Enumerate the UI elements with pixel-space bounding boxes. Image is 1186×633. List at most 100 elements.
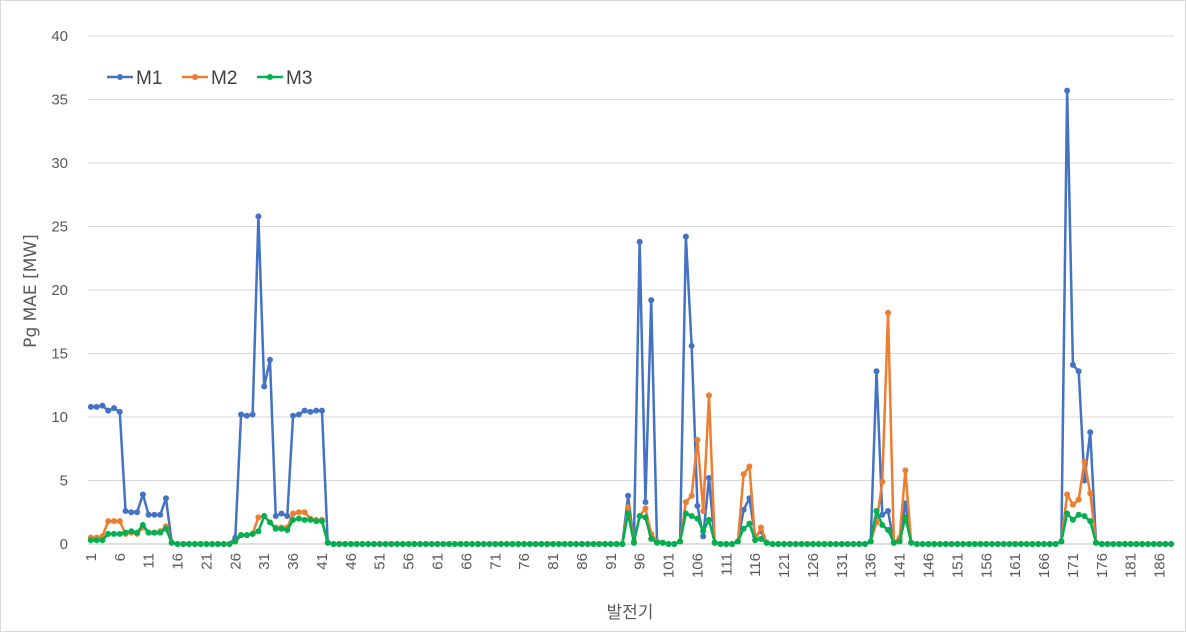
data-point xyxy=(318,518,325,525)
data-point xyxy=(99,402,106,409)
data-point xyxy=(359,541,366,547)
data-point xyxy=(249,530,256,537)
data-point xyxy=(313,407,320,414)
data-point xyxy=(422,541,429,547)
data-point xyxy=(451,541,458,547)
x-tick-label: 51 xyxy=(372,553,389,570)
data-point xyxy=(509,541,516,547)
data-point xyxy=(763,539,770,546)
data-point xyxy=(879,478,886,485)
data-point xyxy=(602,541,609,547)
data-point xyxy=(1075,511,1082,518)
series-line-m1 xyxy=(90,89,1172,546)
data-point xyxy=(648,297,655,304)
data-point xyxy=(1093,539,1100,546)
data-point xyxy=(278,525,285,532)
x-tick-label: 21 xyxy=(198,553,215,570)
data-point xyxy=(1127,541,1134,547)
data-point xyxy=(1098,541,1105,547)
y-tick-label: 20 xyxy=(51,282,68,299)
data-point xyxy=(1139,541,1146,547)
data-point xyxy=(1081,458,1088,465)
legend-label: M2 xyxy=(211,68,237,89)
data-point xyxy=(994,541,1001,547)
legend-marker xyxy=(267,74,273,80)
data-point xyxy=(307,408,314,415)
data-point xyxy=(330,541,337,547)
data-point xyxy=(498,541,505,547)
data-point xyxy=(266,519,273,526)
x-tick-label: 61 xyxy=(429,553,446,570)
data-point xyxy=(983,541,990,547)
series-m1 xyxy=(87,87,1175,547)
x-tick-label: 81 xyxy=(545,553,562,570)
data-point xyxy=(405,541,412,547)
x-tick-label: 166 xyxy=(1036,553,1053,578)
data-point xyxy=(307,516,314,523)
data-point xyxy=(87,403,94,410)
data-point xyxy=(584,541,591,547)
data-point xyxy=(538,541,545,547)
data-point xyxy=(1162,541,1169,547)
data-point xyxy=(682,510,689,517)
data-point xyxy=(694,502,701,509)
data-point xyxy=(526,541,533,547)
data-point xyxy=(965,541,972,547)
data-point xyxy=(197,541,204,547)
data-point xyxy=(613,541,620,547)
data-point xyxy=(151,511,158,518)
data-point xyxy=(105,407,112,414)
data-point xyxy=(879,521,886,528)
data-point xyxy=(209,541,216,547)
data-point xyxy=(578,541,585,547)
gridlines xyxy=(88,35,1174,545)
series-m3 xyxy=(87,507,1175,547)
x-tick-label: 26 xyxy=(227,553,244,570)
x-tick-label: 156 xyxy=(978,553,995,578)
data-point xyxy=(1110,541,1117,547)
y-axis-title: Pg MAE [MW] xyxy=(21,234,41,348)
data-point xyxy=(1058,538,1065,545)
data-point xyxy=(1087,429,1094,436)
x-tick-label: 141 xyxy=(892,553,909,578)
data-point xyxy=(365,541,372,547)
data-point xyxy=(809,541,816,547)
data-point xyxy=(93,403,100,410)
data-point xyxy=(1069,516,1076,523)
data-point xyxy=(769,541,776,547)
data-point xyxy=(919,541,926,547)
x-tick-label: 161 xyxy=(1007,553,1024,578)
data-point xyxy=(619,541,626,547)
data-point xyxy=(879,511,886,518)
data-point xyxy=(105,518,112,525)
x-tick-label: 36 xyxy=(285,553,302,570)
data-point xyxy=(550,541,557,547)
legend-label: M1 xyxy=(136,68,162,89)
data-point xyxy=(567,541,574,547)
data-point xyxy=(590,541,597,547)
data-point xyxy=(157,511,164,518)
data-point xyxy=(411,541,418,547)
data-point xyxy=(1064,87,1071,94)
data-point xyxy=(648,535,655,542)
data-point xyxy=(630,539,637,546)
data-point xyxy=(659,539,666,546)
data-point xyxy=(324,539,331,546)
data-point xyxy=(636,513,643,520)
data-point xyxy=(642,499,649,506)
data-point xyxy=(700,507,707,514)
data-point xyxy=(873,368,880,375)
data-point xyxy=(885,507,892,514)
data-point xyxy=(1046,541,1053,547)
data-point xyxy=(116,530,123,537)
y-tick-label: 30 xyxy=(51,155,68,172)
series-layer xyxy=(87,87,1175,547)
data-point xyxy=(775,541,782,547)
data-point xyxy=(266,356,273,363)
data-point xyxy=(295,515,302,522)
data-point xyxy=(99,537,106,544)
data-point xyxy=(434,541,441,547)
data-point xyxy=(931,541,938,547)
data-point xyxy=(272,513,279,520)
data-point xyxy=(214,541,221,547)
